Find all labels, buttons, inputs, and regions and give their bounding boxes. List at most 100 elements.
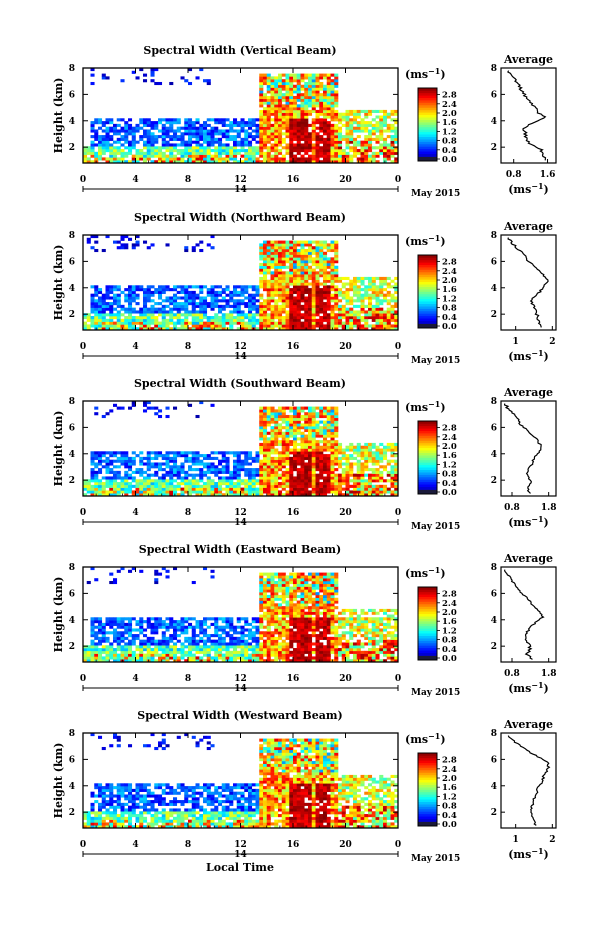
heatmap-cell — [334, 112, 339, 116]
heatmap-cell — [330, 313, 335, 317]
heatmap-cell — [326, 406, 331, 410]
heatmap-cell — [285, 428, 290, 433]
heatmap-cell — [116, 302, 121, 306]
heatmap-cell — [315, 98, 320, 102]
heatmap-cell — [308, 154, 313, 158]
heatmap-cell — [120, 321, 125, 325]
heatmap-cell — [90, 639, 95, 643]
heatmap-cell — [296, 484, 301, 488]
heatmap-cell — [341, 160, 346, 164]
heatmap-cell — [214, 316, 219, 320]
heatmap-cell — [218, 146, 223, 150]
heatmap-cell — [120, 154, 125, 158]
heatmap-cell — [300, 79, 305, 83]
heatmap-cell — [353, 129, 358, 133]
heatmap-cell — [356, 451, 361, 455]
heatmap-cell — [293, 324, 298, 328]
heatmap-cell — [259, 406, 264, 410]
heatmap-cell — [289, 260, 294, 264]
heatmap-cell — [326, 456, 331, 460]
heatmap-cell — [311, 288, 316, 292]
heatmap-cell — [203, 121, 208, 125]
heatmap-cell — [210, 129, 215, 133]
heatmap-cell — [364, 316, 369, 320]
heatmap-cell — [150, 456, 155, 460]
heatmap-cell — [143, 304, 148, 308]
heatmap-cell — [263, 115, 268, 119]
heatmap-cell — [263, 271, 268, 275]
heatmap-cell — [263, 137, 268, 141]
heatmap-cell — [311, 468, 316, 472]
heatmap-cell — [368, 476, 373, 480]
heatmap-cell — [383, 468, 388, 472]
heatmap-cell — [285, 149, 290, 153]
heatmap-cell — [255, 123, 260, 127]
heatmap-cell — [390, 129, 395, 133]
heatmap-cell — [161, 132, 166, 136]
heatmap-cell — [296, 293, 301, 297]
y-tick-label: 8 — [69, 231, 75, 241]
heatmap-cell — [188, 465, 193, 469]
heatmap-cell — [266, 254, 271, 258]
heatmap-cell — [146, 123, 151, 127]
heatmap-cell — [330, 428, 335, 433]
heatmap-cell — [285, 248, 290, 253]
heatmap-cell — [278, 251, 283, 255]
heatmap-cell — [116, 456, 121, 460]
heatmap-cell — [184, 310, 189, 314]
heatmap-cell — [221, 143, 226, 147]
heatmap-cell — [278, 417, 283, 421]
heatmap-cell — [274, 487, 279, 491]
heatmap-cell — [383, 451, 388, 455]
heatmap-cell — [371, 476, 376, 480]
heatmap-cell — [259, 414, 264, 419]
heatmap-cell — [124, 462, 129, 466]
heatmap-cell — [304, 299, 309, 303]
heatmap-cell — [94, 143, 99, 147]
heatmap-cell — [206, 79, 211, 83]
average-unit-exponent: −1 — [531, 514, 543, 524]
heatmap-cell — [270, 465, 275, 469]
heatmap-cell — [323, 109, 328, 113]
heatmap-cell — [131, 476, 136, 480]
heatmap-cell — [390, 279, 395, 283]
heatmap-cell — [263, 476, 268, 480]
heatmap-cell — [311, 434, 316, 438]
heatmap-cell — [315, 293, 320, 297]
heatmap-cell — [180, 490, 185, 494]
heatmap-cell — [248, 140, 253, 144]
heatmap-cell — [255, 149, 260, 153]
heatmap-cell — [315, 440, 320, 444]
heatmap-cell — [131, 146, 136, 150]
heatmap-cell — [360, 151, 365, 155]
heatmap-cell — [188, 451, 193, 455]
heatmap-cell — [323, 313, 328, 317]
heatmap-cell — [341, 151, 346, 155]
heatmap-cell — [278, 482, 283, 486]
heatmap-cell — [375, 288, 380, 292]
heatmap-cell — [296, 254, 301, 258]
heatmap-cell — [364, 445, 369, 449]
heatmap-cell — [390, 476, 395, 480]
heatmap-cell — [266, 321, 271, 325]
colorbar-step — [418, 308, 437, 312]
heatmap-cell — [278, 276, 283, 280]
unit-exponent: −1 — [428, 233, 440, 243]
heatmap-cell — [214, 121, 219, 125]
heatmap-cell — [368, 459, 373, 463]
heatmap-cell — [326, 412, 331, 416]
heatmap-cell — [90, 81, 95, 86]
heatmap-cell — [255, 146, 260, 150]
heatmap-cell — [349, 468, 354, 472]
heatmap-cell — [371, 487, 376, 491]
heatmap-cell — [293, 304, 298, 308]
heatmap-cell — [101, 293, 106, 297]
heatmap-cell — [360, 456, 365, 460]
heatmap-cell — [259, 271, 264, 275]
heatmap-cell — [233, 151, 238, 155]
heatmap-cell — [244, 157, 249, 161]
heatmap-cell — [341, 479, 346, 483]
heatmap-cell — [146, 299, 151, 303]
heatmap-cell — [338, 276, 343, 280]
heatmap-cell — [263, 406, 268, 410]
